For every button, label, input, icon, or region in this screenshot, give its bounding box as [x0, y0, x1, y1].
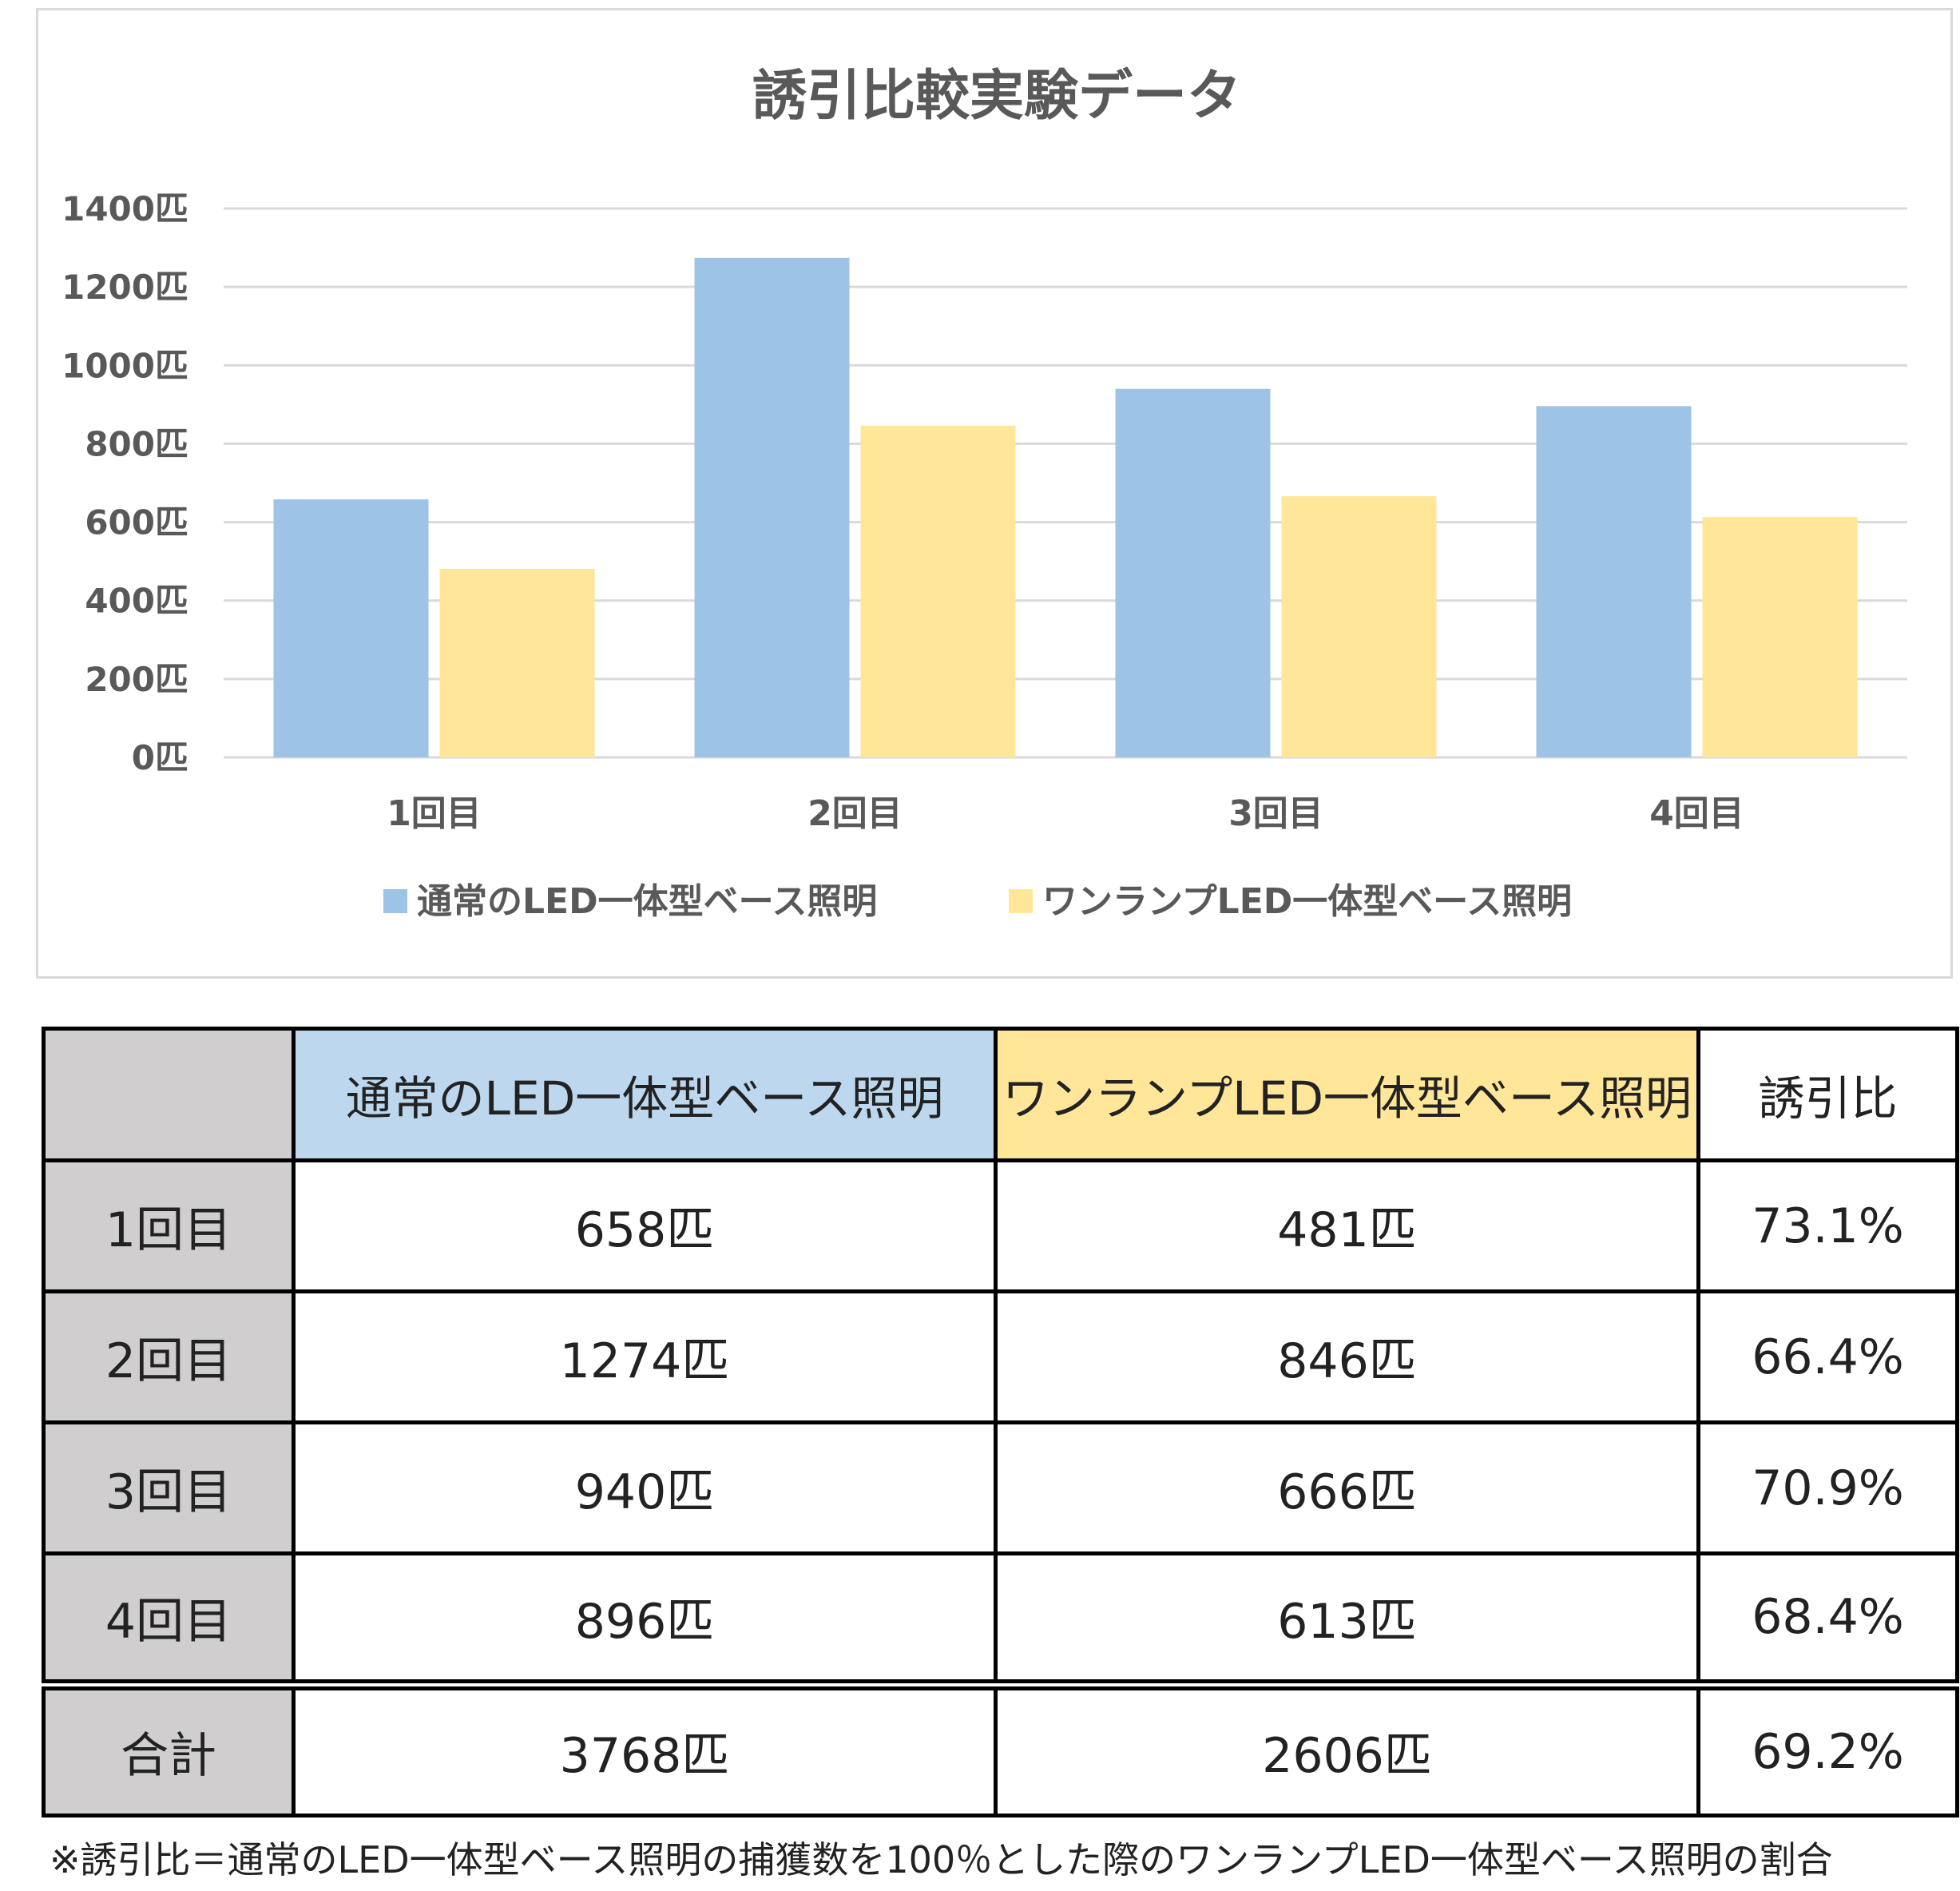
bar-series-1-4回目	[1536, 406, 1692, 757]
cell-normal: 896匹	[292, 1551, 998, 1686]
bar-series-2-4回目	[1702, 517, 1858, 757]
legend-swatch-1	[383, 889, 407, 913]
y-tick-label: 800匹	[85, 424, 188, 463]
x-category-label: 1回目	[387, 793, 482, 834]
cell-onelamp: 613匹	[994, 1551, 1700, 1686]
bar-chart: 誘引比較実験データ 0匹 200匹 400匹 600匹 800匹 1000匹 1200匹 14…	[61, 65, 1907, 922]
legend-swatch-2	[1009, 889, 1033, 913]
table-row: 1回目 658匹 481匹 73.1%	[42, 1158, 1959, 1293]
y-tick-label: 1000匹	[61, 346, 188, 385]
row-label: 1回目	[42, 1158, 296, 1293]
bar-series-1-2回目	[694, 257, 850, 758]
cell-ratio: 68.4%	[1696, 1551, 1959, 1686]
bar-series-1-1回目	[273, 499, 429, 757]
cell-onelamp: 846匹	[994, 1289, 1700, 1424]
table-corner-cell	[42, 1027, 296, 1162]
y-tick-label: 600匹	[85, 503, 188, 542]
y-tick-label: 1200匹	[61, 268, 188, 307]
y-tick-label: 0匹	[132, 738, 188, 777]
bar-series-2-1回目	[439, 568, 595, 757]
total-normal: 3768匹	[292, 1678, 998, 1818]
table-header-row: 通常のLED一体型ベース照明 ワンランプLED一体型ベース照明 誘引比	[42, 1027, 1959, 1162]
legend-label-2: ワンランプLED一体型ベース照明	[1042, 881, 1572, 922]
total-label: 合計	[42, 1678, 296, 1818]
cell-normal: 1274匹	[292, 1289, 998, 1424]
column-header-ratio: 誘引比	[1696, 1027, 1959, 1162]
cell-ratio: 73.1%	[1696, 1158, 1959, 1293]
row-label: 3回目	[42, 1420, 296, 1555]
table-row: 4回目 896匹 613匹 68.4%	[42, 1551, 1959, 1686]
legend-label-1: 通常のLED一体型ベース照明	[417, 881, 877, 922]
table-row: 3回目 940匹 666匹 70.9%	[42, 1420, 1959, 1555]
x-category-label: 3回目	[1228, 793, 1323, 834]
footnote: ※誘引比＝通常のLED一体型ベース照明の捕獲数を100％とした際のワンランプLE…	[50, 1838, 1833, 1881]
data-table: 通常のLED一体型ベース照明 ワンランプLED一体型ベース照明 誘引比 1回目 …	[42, 1027, 1959, 1818]
chart-title: 誘引比較実験データ	[752, 65, 1241, 128]
x-category-label: 4回目	[1649, 793, 1744, 834]
total-ratio: 69.2%	[1696, 1678, 1959, 1818]
row-label: 2回目	[42, 1289, 296, 1424]
chart-panel: 誘引比較実験データ 0匹 200匹 400匹 600匹 800匹 1000匹 1200匹 14…	[36, 8, 1953, 979]
cell-ratio: 70.9%	[1696, 1420, 1959, 1555]
column-header-normal: 通常のLED一体型ベース照明	[292, 1027, 998, 1162]
row-label: 4回目	[42, 1551, 296, 1686]
table-row: 2回目 1274匹 846匹 66.4%	[42, 1289, 1959, 1424]
y-tick-label: 200匹	[85, 660, 188, 699]
total-onelamp: 2606匹	[994, 1678, 1700, 1818]
cell-onelamp: 666匹	[994, 1420, 1700, 1555]
table-total-row: 合計 3768匹 2606匹 69.2%	[42, 1678, 1959, 1818]
bar-series-2-3回目	[1281, 496, 1437, 757]
cell-normal: 940匹	[292, 1420, 998, 1555]
cell-ratio: 66.4%	[1696, 1289, 1959, 1424]
y-tick-label: 400匹	[85, 582, 188, 621]
bar-series-2-2回目	[860, 425, 1016, 757]
x-category-label: 2回目	[807, 793, 903, 834]
cell-normal: 658匹	[292, 1158, 998, 1293]
column-header-onelamp: ワンランプLED一体型ベース照明	[994, 1027, 1700, 1162]
cell-onelamp: 481匹	[994, 1158, 1700, 1293]
y-tick-label: 1400匹	[61, 189, 188, 228]
bar-series-1-3回目	[1115, 388, 1271, 757]
